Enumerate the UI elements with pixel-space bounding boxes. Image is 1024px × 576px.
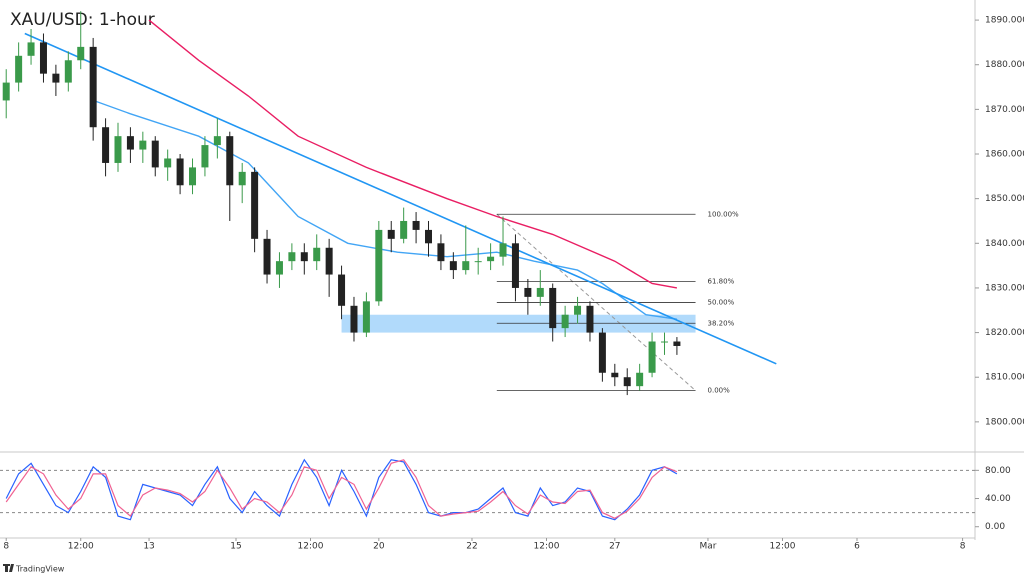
candle-body	[2, 82, 10, 101]
line-series	[24, 32, 777, 365]
x-tick-label: 12:00	[68, 542, 94, 552]
y-tick-label: 1830.000	[985, 283, 1024, 293]
x-tick-label: 8	[3, 542, 9, 552]
candle-body	[636, 372, 644, 387]
y-tick-label: 40.00	[985, 494, 1011, 504]
fib-diagonal	[496, 213, 696, 391]
candle-body	[39, 42, 47, 74]
candle-body	[462, 261, 470, 271]
candle-body	[27, 42, 35, 56]
candle-body	[536, 287, 544, 297]
candle-body	[213, 136, 221, 146]
fib-label: 100.00%	[708, 210, 739, 218]
y-tick-label: 1870.000	[985, 105, 1024, 115]
x-tick-label: 15	[230, 542, 241, 552]
y-tick-label: 1880.000	[985, 60, 1024, 70]
candle-body	[660, 341, 668, 343]
candle-body	[648, 341, 656, 373]
candle-body	[387, 229, 395, 239]
candle-body	[263, 238, 271, 275]
logo: TradingView	[3, 564, 65, 574]
y-tick-label: 1890.000	[985, 16, 1024, 26]
candle-body	[251, 171, 259, 239]
chart-title: XAU/USD: 1-hour	[10, 10, 155, 30]
x-tick-label: 12:00	[298, 542, 324, 552]
candle-body	[77, 46, 85, 61]
line-series	[5, 458, 678, 521]
y-tick-label: 0.00	[985, 522, 1005, 532]
x-tick-label: 20	[373, 542, 385, 552]
candle-body	[102, 127, 110, 163]
candle-body	[350, 305, 358, 333]
logo-icon	[3, 564, 14, 572]
candle-body	[151, 140, 159, 168]
y-tick-label: 1840.000	[985, 239, 1024, 249]
fib-label: 50.00%	[708, 298, 735, 306]
y-tick-label: 80.00	[985, 466, 1011, 476]
candle-body	[598, 332, 606, 373]
x-tick-label: 8	[960, 542, 966, 552]
y-tick-label: 1820.000	[985, 328, 1024, 338]
candle-body	[64, 60, 72, 83]
candle-body	[487, 256, 495, 262]
candle-body	[561, 314, 569, 329]
candle-body	[425, 229, 433, 244]
candle-body	[673, 341, 681, 346]
line-series	[148, 19, 678, 289]
candle-body	[89, 46, 97, 128]
candle-body	[288, 252, 296, 262]
candle-body	[524, 287, 532, 297]
candle-body	[300, 252, 308, 262]
candle-body	[499, 243, 507, 257]
candle-body	[474, 261, 482, 263]
candle-body	[201, 145, 209, 168]
candle-body	[375, 229, 383, 302]
candle-body	[325, 247, 333, 275]
candle-body	[437, 243, 445, 262]
y-tick-label: 1810.000	[985, 373, 1024, 383]
x-tick-label: 12:00	[534, 542, 560, 552]
candle-body	[52, 73, 60, 83]
fib-label: 0.00%	[708, 387, 731, 395]
candle-body	[338, 274, 346, 306]
y-tick-label: 1800.000	[985, 417, 1024, 427]
y-tick-label: 1850.000	[985, 194, 1024, 204]
x-tick-label: 22	[466, 542, 477, 552]
candle-body	[313, 247, 321, 262]
x-tick-label: 12:00	[770, 542, 796, 552]
candle-body	[511, 243, 519, 288]
footer-text: TradingView	[15, 565, 65, 574]
candle-body	[275, 261, 283, 275]
candle-body	[15, 55, 23, 83]
fib-label: 61.80%	[708, 278, 735, 286]
candle-body	[623, 377, 631, 387]
candle-body	[449, 261, 457, 271]
candle-body	[238, 171, 246, 186]
y-tick-label: 1860.000	[985, 150, 1024, 160]
candle-body	[139, 140, 147, 150]
x-tick-label: 27	[609, 542, 620, 552]
candle-body	[226, 136, 234, 186]
line-series	[5, 459, 678, 519]
x-tick-label: Mar	[699, 542, 716, 552]
candle-body	[362, 301, 370, 333]
line-series	[92, 99, 678, 320]
candle-body	[176, 158, 184, 186]
candle-body	[412, 220, 420, 230]
candle-body	[549, 287, 557, 329]
x-tick-label: 13	[143, 542, 154, 552]
candle-body	[574, 305, 582, 315]
candle-body	[126, 136, 134, 150]
candle-body	[400, 220, 408, 239]
candle-body	[611, 372, 619, 378]
candle-body	[189, 167, 197, 186]
candle-body	[586, 305, 594, 333]
x-tick-label: 6	[854, 542, 860, 552]
fib-label: 38.20%	[708, 319, 735, 327]
candle-body	[164, 158, 172, 168]
candle-body	[114, 136, 122, 163]
